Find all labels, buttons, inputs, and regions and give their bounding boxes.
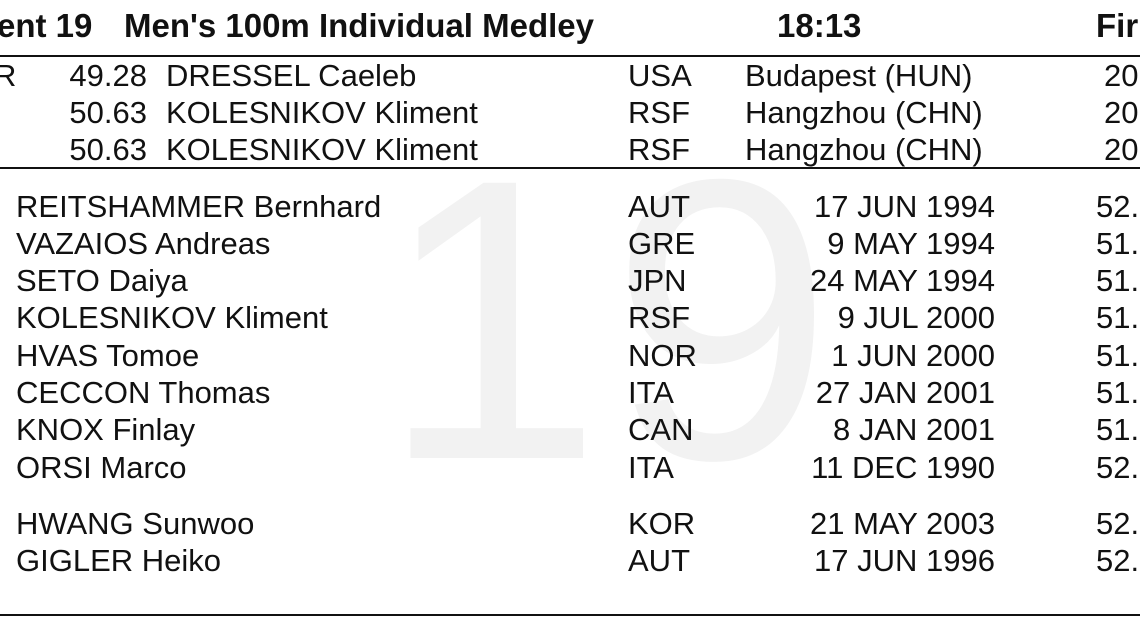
event-round: Fir [1096, 7, 1139, 44]
record-nation: USA [628, 58, 692, 93]
swimmer-birth-date: 8 JAN 2001 [833, 412, 995, 447]
swimmer-entry-time: 51. [1096, 375, 1140, 410]
record-time: 50.63 [69, 95, 147, 130]
swimmer-name: VAZAIOS Andreas [16, 226, 271, 261]
record-year: 20 [1104, 95, 1139, 130]
record-nation: RSF [628, 95, 690, 130]
swimmer-birth-date: 17 JUN 1996 [814, 543, 995, 578]
swimmer-birth-date: 9 JUL 2000 [837, 300, 995, 335]
swimmer-entry-time: 51. [1096, 412, 1140, 447]
swimmer-nation: RSF [628, 300, 690, 335]
record-time: 50.63 [69, 132, 147, 167]
swimmer-name: REITSHAMMER Bernhard [16, 189, 382, 224]
record-holder: KOLESNIKOV Kliment [166, 95, 478, 130]
swimmer-birth-date: 24 MAY 1994 [810, 263, 995, 298]
swimmer-name: HWANG Sunwoo [16, 506, 255, 541]
record-holder: DRESSEL Caeleb [166, 58, 417, 93]
swimmer-nation: GRE [628, 226, 696, 261]
swimmer-name: SETO Daiya [16, 263, 188, 298]
record-place: Budapest (HUN) [745, 58, 973, 93]
bottom-rule [0, 614, 1140, 616]
event-number: ent 19 [0, 7, 93, 44]
swimmer-name: GIGLER Heiko [16, 543, 222, 578]
swimmer-birth-date: 27 JAN 2001 [815, 375, 995, 410]
swimmer-entry-time: 51. [1096, 338, 1140, 373]
swimmer-entry-time: 51. [1096, 263, 1140, 298]
swimmer-nation: AUT [628, 543, 690, 578]
swimmer-birth-date: 9 MAY 1994 [827, 226, 995, 261]
record-place: Hangzhou (CHN) [745, 132, 983, 167]
swimmer-entry-time: 52. [1096, 543, 1140, 578]
swimmer-nation: JPN [628, 263, 687, 298]
swimmer-nation: AUT [628, 189, 690, 224]
swimmer-nation: ITA [628, 450, 674, 485]
swimmer-birth-date: 11 DEC 1990 [811, 450, 995, 485]
swimmer-name: HVAS Tomoe [16, 338, 200, 373]
swimmer-name: KNOX Finlay [16, 412, 196, 447]
record-code: R [0, 58, 17, 93]
swimmer-name: ORSI Marco [16, 450, 187, 485]
swimmer-nation: NOR [628, 338, 697, 373]
record-time: 49.28 [69, 58, 147, 93]
swimmer-nation: ITA [628, 375, 674, 410]
event-number-watermark: 19 [380, 96, 841, 543]
swimmer-nation: CAN [628, 412, 694, 447]
swimmer-birth-date: 17 JUN 1994 [814, 189, 995, 224]
swimmer-entry-time: 52. [1096, 189, 1140, 224]
swimmer-birth-date: 1 JUN 2000 [831, 338, 995, 373]
event-time: 18:13 [777, 7, 862, 44]
record-year: 20 [1104, 58, 1139, 93]
swimmer-entry-time: 52. [1096, 506, 1140, 541]
records-rule [0, 167, 1140, 169]
record-place: Hangzhou (CHN) [745, 95, 983, 130]
swimmer-name: CECCON Thomas [16, 375, 271, 410]
swimmer-birth-date: 21 MAY 2003 [810, 506, 995, 541]
record-holder: KOLESNIKOV Kliment [166, 132, 478, 167]
swimmer-name: KOLESNIKOV Kliment [16, 300, 328, 335]
record-nation: RSF [628, 132, 690, 167]
swimmer-entry-time: 51. [1096, 300, 1140, 335]
record-year: 20 [1104, 132, 1139, 167]
swimmer-entry-time: 51. [1096, 226, 1140, 261]
swimmer-entry-time: 52. [1096, 450, 1140, 485]
header-rule [0, 55, 1140, 57]
swimmer-nation: KOR [628, 506, 696, 541]
event-title: Men's 100m Individual Medley [124, 7, 594, 44]
